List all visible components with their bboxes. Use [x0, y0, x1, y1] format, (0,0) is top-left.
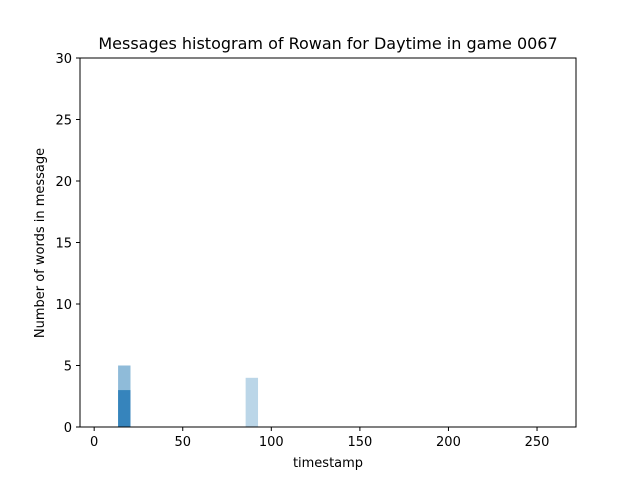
bars-group [118, 365, 259, 427]
x-axis-label: timestamp [293, 456, 363, 471]
y-axis: 0 5 10 15 20 25 30 [55, 52, 80, 436]
y-tick-label-2: 10 [55, 298, 72, 313]
x-tick-label-4: 200 [436, 435, 461, 450]
x-axis: 0 50 100 150 200 250 [90, 427, 549, 450]
y-tick-label-3: 15 [55, 237, 72, 252]
x-tick-label-5: 250 [525, 435, 550, 450]
y-tick-label-0: 0 [64, 421, 72, 436]
x-tick-label-0: 0 [90, 435, 98, 450]
x-tick-label-3: 150 [347, 435, 372, 450]
histogram-bar-1 [118, 390, 131, 427]
y-tick-label-6: 30 [55, 52, 72, 67]
plot-frame [79, 57, 577, 428]
histogram-bar-2 [245, 377, 259, 427]
y-tick-label-4: 20 [55, 175, 72, 190]
y-tick-label-5: 25 [55, 114, 72, 129]
x-tick-label-1: 50 [174, 435, 191, 450]
y-axis-label: Number of words in message [33, 148, 48, 338]
y-tick-label-1: 5 [64, 360, 72, 375]
x-tick-label-2: 100 [259, 435, 284, 450]
chart-title: Messages histogram of Rowan for Daytime … [98, 34, 557, 53]
